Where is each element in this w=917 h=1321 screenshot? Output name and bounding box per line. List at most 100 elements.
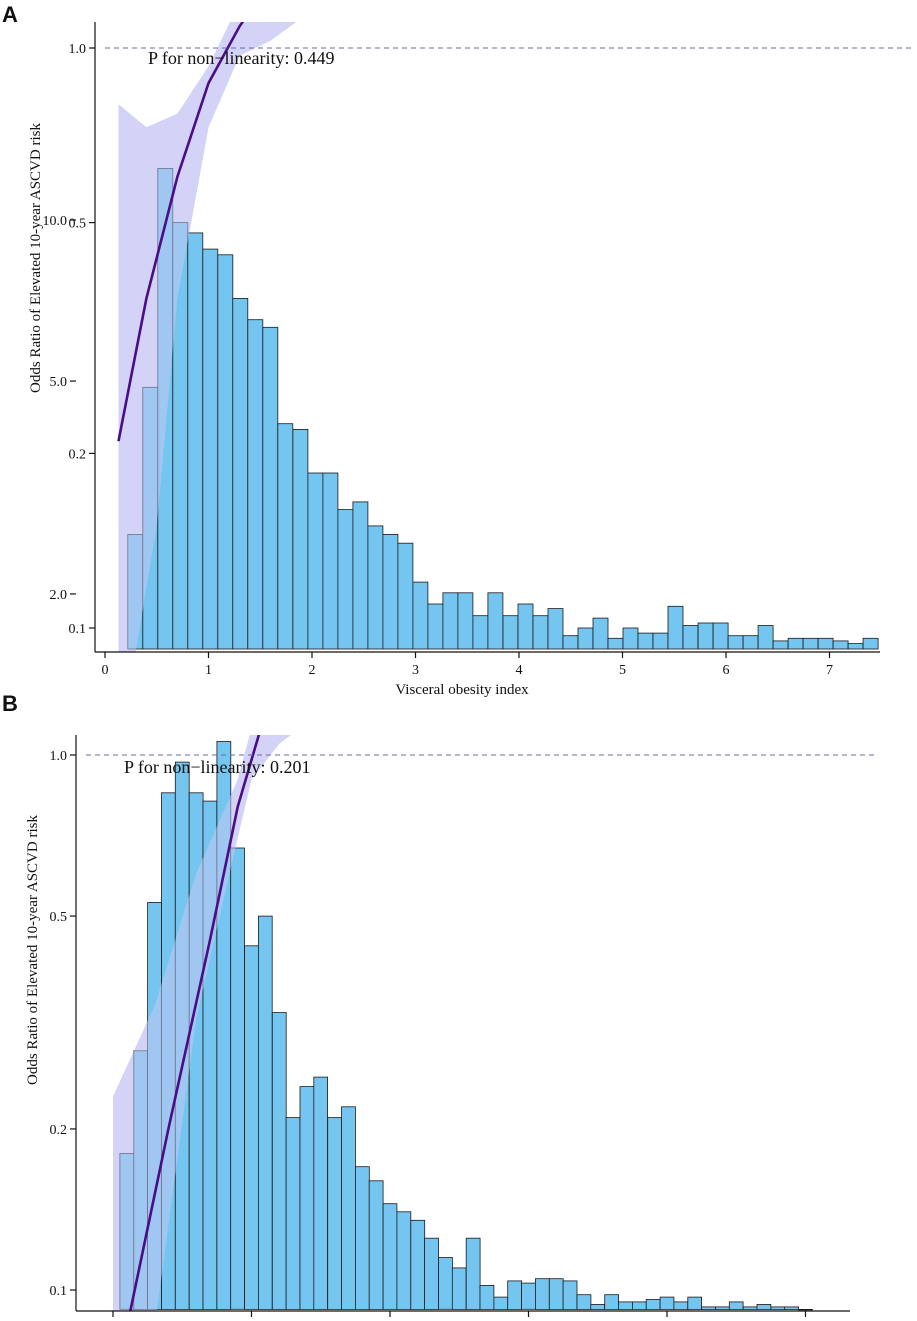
panel-b-annotation: P for non−linearity: 0.201 xyxy=(124,757,310,777)
panel-a-hist-bar xyxy=(607,637,624,650)
panel-a-hist-bar xyxy=(292,428,309,650)
panel-a-hist-bar xyxy=(577,627,594,650)
panel-a-axes xyxy=(94,22,880,653)
panel-a-hist-bar xyxy=(847,643,864,650)
panel-a-hist-bar xyxy=(472,615,489,650)
panel-b-hist-bar xyxy=(341,1106,356,1310)
panel-b-hist-bar xyxy=(396,1211,412,1310)
panel-b-hist-bar xyxy=(770,1306,786,1310)
panel-b-hist-bar xyxy=(354,1166,370,1310)
panel-a-hist-bar xyxy=(412,581,429,650)
panel-a-hist-bar xyxy=(652,632,669,650)
panel-a-hist-bar xyxy=(262,326,279,650)
panel-a-hist-bar xyxy=(532,615,549,650)
panel-a-xtick-label: 3 xyxy=(412,663,419,678)
panel-a-xlabel: Visceral obesity index xyxy=(395,682,529,698)
panel-a-hist-bar xyxy=(712,622,729,650)
panel-a-hist-bar xyxy=(757,625,774,650)
panel-a-hist-bar xyxy=(367,525,384,650)
panel-b-hist-bar xyxy=(285,1117,301,1310)
panel-a-hist-bar xyxy=(742,635,759,650)
panel-b-hist-bar xyxy=(548,1278,564,1310)
panel-b-ytick-label: 1.0 xyxy=(50,749,68,764)
panel-b-hist-bar xyxy=(687,1296,702,1310)
panel-a-hist-bar xyxy=(667,605,684,650)
panel-b-hist-bar xyxy=(618,1301,633,1310)
panel-b-hist-bar xyxy=(659,1296,675,1310)
panel-b-hist-bar xyxy=(299,1086,315,1310)
panel-b-axes xyxy=(75,735,850,1312)
panel-b-ci-band-overlay xyxy=(113,735,291,1311)
panel-b-yticks: 0.1 0.2 0.5 1.0 2.0 5.0 10.0 xyxy=(43,214,76,1299)
panel-b-hist-bar xyxy=(701,1306,716,1310)
panel-a-xtick-label: 5 xyxy=(619,663,626,678)
panel-a-hist-bar xyxy=(727,635,744,650)
panel-b-or-curve xyxy=(128,735,261,1311)
panel-a-xticks: 0 1 2 3 4 5 6 7 xyxy=(102,652,833,678)
panel-b-hist-bar xyxy=(327,1117,342,1310)
panel-b-hist-bar xyxy=(382,1203,398,1310)
panel-b-hist-bar xyxy=(784,1306,800,1310)
panel-a-hist-bar xyxy=(442,592,459,650)
panel-a-hist-bar xyxy=(637,632,654,650)
panel-a-curve xyxy=(117,22,245,442)
panel-a-hist-bar xyxy=(382,534,399,650)
panel-b-hist-bar xyxy=(424,1237,439,1310)
panel-a-hist-bar xyxy=(817,637,834,650)
panel-b-ytick-label: 2.0 xyxy=(50,588,68,603)
panel-a-hist-bar xyxy=(427,603,444,650)
panel-a-hist-bar xyxy=(697,622,714,650)
panel-a-hist-bar xyxy=(517,603,534,650)
panel-a-yticks: 0.10.20.51.02.05.010.0 xyxy=(69,42,95,637)
panel-a-hist-bar xyxy=(187,232,204,650)
panel-a-hist-bar xyxy=(202,248,219,650)
panel-b-hist-bar xyxy=(479,1285,495,1310)
panel-b-ytick-label: 0.2 xyxy=(50,1123,68,1138)
panel-a-hist-bar xyxy=(787,637,804,650)
panel-b-ytick-label: 5.0 xyxy=(50,375,68,390)
panel-a-or-curve xyxy=(117,22,245,442)
panel-b-hist-bar xyxy=(521,1282,536,1310)
panel-a-xtick-label: 1 xyxy=(205,663,212,678)
panel-b-hist-bar xyxy=(673,1301,689,1310)
panel-b-hist-bar xyxy=(313,1076,328,1310)
panel-b-hist-bar xyxy=(562,1280,578,1310)
panel-a-hist-bar xyxy=(547,608,564,650)
panel-b-hist-bar xyxy=(756,1304,772,1310)
panel-a-hist-bar xyxy=(862,637,879,650)
panel-b-hist-bar xyxy=(230,847,245,1310)
panel-b-label: B xyxy=(2,691,18,716)
panel-a-ci-band-overlay xyxy=(118,22,297,652)
panel-b: B 0.1 0.2 0.5 1.0 2.0 5.0 10.0 P for non−linea… xyxy=(2,214,874,1317)
panel-b-hist-bar xyxy=(271,1012,287,1310)
panel-a-hist-bar xyxy=(337,509,354,650)
panel-a-ytick-label: 0.2 xyxy=(69,447,87,462)
panel-a-label: A xyxy=(2,2,18,27)
panel-b-hist-bar xyxy=(742,1306,758,1310)
panel-a-hist-bar xyxy=(772,640,789,650)
panel-b-xticks xyxy=(112,1311,807,1317)
panel-b-hist-bar xyxy=(590,1304,605,1310)
panel-b-hist-bar xyxy=(493,1296,509,1310)
panel-b-hist-bar xyxy=(507,1280,523,1310)
panel-b-hist-bar xyxy=(410,1219,426,1310)
panel-a-ytick-label: 0.5 xyxy=(69,217,87,232)
panel-a-hist-bar xyxy=(352,501,369,650)
panel-a-hist-bar xyxy=(397,542,414,650)
panel-b-ytick-label: 0.1 xyxy=(50,1284,68,1299)
panel-a-hist-bar xyxy=(457,592,474,650)
panel-a-hist-bar xyxy=(322,472,339,650)
panel-b-hist-bar xyxy=(604,1294,620,1310)
panel-a-ylabel: Odds Ratio of Elevated 10-year ASCVD ris… xyxy=(28,123,44,393)
panel-b-hist-bar xyxy=(368,1180,384,1310)
panel-a-annotation: P for non−linearity: 0.449 xyxy=(148,48,334,68)
panel-b-ylabel: Odds Ratio of Elevated 10-year ASCVD ris… xyxy=(25,815,41,1085)
panel-a-hist-bar xyxy=(802,637,819,650)
panel-b-hist-bar xyxy=(465,1237,481,1310)
panel-b-ytick-label: 10.0 xyxy=(43,214,68,229)
panel-b-hist-bar xyxy=(645,1299,661,1310)
panel-a-hist-bar xyxy=(562,635,579,650)
panel-a-histogram xyxy=(127,167,879,650)
panel-b-hist-bar xyxy=(438,1257,453,1310)
